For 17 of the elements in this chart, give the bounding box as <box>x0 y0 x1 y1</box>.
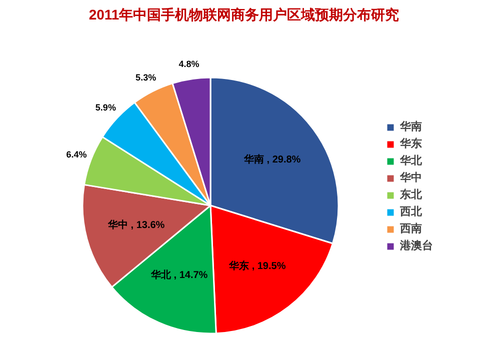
legend-label: 东北 <box>400 188 422 202</box>
legend-label: 西北 <box>400 204 422 219</box>
data-label: 华中 , 13.6% <box>107 219 165 232</box>
data-label: 华东 , 19.5% <box>228 260 286 272</box>
data-label: 4.8% <box>178 58 200 69</box>
chart-title: 2011年中国手机物联网商务用户区域预期分布研究 <box>88 6 400 22</box>
data-label: 5.3% <box>136 72 156 83</box>
legend-label: 华南 <box>400 120 422 134</box>
data-label: 6.4% <box>66 149 87 160</box>
data-label: 华南 , 29.8% <box>243 153 301 166</box>
legend-label: 港澳台 <box>400 238 433 253</box>
data-label: 5.9% <box>95 102 116 113</box>
legend-label: 华东 <box>400 136 422 151</box>
legend-label: 西南 <box>400 222 422 236</box>
data-label: 华北 , 14.7% <box>150 269 208 282</box>
legend-label: 华北 <box>400 154 422 168</box>
legend-label: 华中 <box>400 170 422 185</box>
